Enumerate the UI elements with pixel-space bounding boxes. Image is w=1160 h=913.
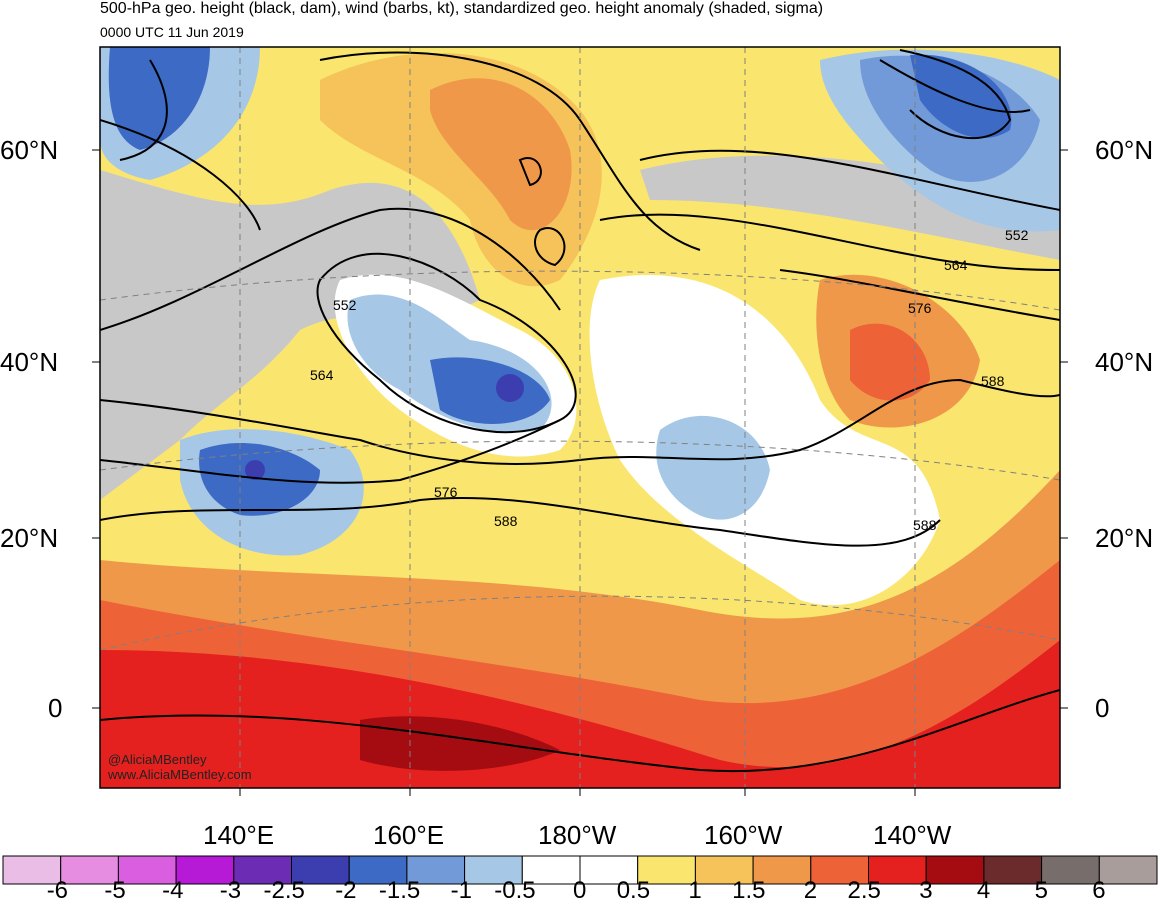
contour-label: 588 [913, 517, 937, 533]
colorbar-label: 2 [803, 877, 818, 904]
lat-label-right: 20°N [1095, 523, 1154, 553]
contour-label: 564 [944, 257, 968, 273]
credit-twitter: @AliciaMBentley [108, 752, 207, 767]
colorbar-box [637, 855, 696, 885]
colorbar-box [2, 855, 62, 885]
colorbar-box [291, 855, 350, 885]
colorbar-box [1041, 855, 1100, 885]
height-contours [100, 49, 1060, 772]
colorbar-label: 6 [1092, 877, 1106, 904]
colorbar-box [983, 855, 1043, 885]
contour-label: 564 [310, 367, 334, 383]
colorbar-label: 4 [976, 877, 991, 904]
colorbar-label: 3 [919, 877, 933, 904]
colorbar-label: -2.5 [263, 877, 305, 904]
colorbar-box [406, 855, 466, 885]
colorbar-box [810, 855, 869, 885]
colorbar-box [521, 855, 581, 885]
colorbar-box [579, 855, 639, 885]
lon-label: 160°W [704, 820, 783, 850]
lat-label-left: 20°N [0, 523, 59, 553]
colorbar-box [175, 855, 235, 885]
contour-label: 588 [494, 513, 518, 529]
valid-time: 0000 UTC 11 Jun 2019 [100, 24, 244, 40]
colorbar-label: -6 [46, 877, 69, 904]
colorbar-box [752, 855, 812, 885]
colorbar-label: 0 [573, 877, 587, 904]
colorbar-box [348, 855, 408, 885]
colorbar-label: -1 [450, 877, 472, 904]
lon-label: 180°W [538, 820, 617, 850]
colorbar-box [60, 855, 119, 885]
colorbar-label: 2.5 [847, 877, 881, 904]
colorbar-label: -4 [162, 877, 184, 904]
lon-label: 160°E [373, 820, 445, 850]
contour-label: 588 [981, 373, 1005, 389]
lat-label-right: 0 [1095, 693, 1110, 723]
contour-label: 552 [1005, 227, 1029, 243]
colorbar-box [1098, 855, 1158, 885]
lat-label-right: 40°N [1095, 347, 1154, 377]
colorbar-label: 1.5 [732, 877, 766, 904]
map-title: 500-hPa geo. height (black, dam), wind (… [100, 0, 824, 17]
colorbar [2, 855, 1158, 885]
colorbar-label: -5 [104, 877, 126, 904]
colorbar-label: -0.5 [494, 877, 536, 904]
frame-ticks [92, 149, 1068, 796]
colorbar-box [694, 855, 754, 885]
lat-label-right: 60°N [1095, 135, 1154, 165]
colorbar-label: -2 [335, 877, 357, 904]
lon-label: 140°W [873, 820, 952, 850]
lat-label-left: 40°N [0, 347, 59, 377]
lat-label-left: 60°N [0, 135, 59, 165]
colorbar-label: -3 [219, 877, 242, 904]
colorbar-box [925, 855, 985, 885]
credit-website: www.AliciaMBentley.com [108, 767, 252, 782]
colorbar-box [233, 855, 293, 885]
colorbar-label: 0.5 [616, 877, 651, 904]
graticule [100, 47, 1060, 788]
colorbar-box [464, 855, 523, 885]
lon-label: 140°E [203, 820, 275, 850]
colorbar-label: 5 [1034, 877, 1048, 904]
contour-label: 576 [434, 484, 458, 500]
map-field [100, 47, 1060, 788]
colorbar-label: -1.5 [378, 877, 421, 904]
contour-label: 552 [333, 297, 357, 313]
colorbar-label: 1 [688, 877, 702, 904]
lat-label-left: 0 [48, 693, 63, 723]
contour-label: 576 [908, 300, 932, 316]
